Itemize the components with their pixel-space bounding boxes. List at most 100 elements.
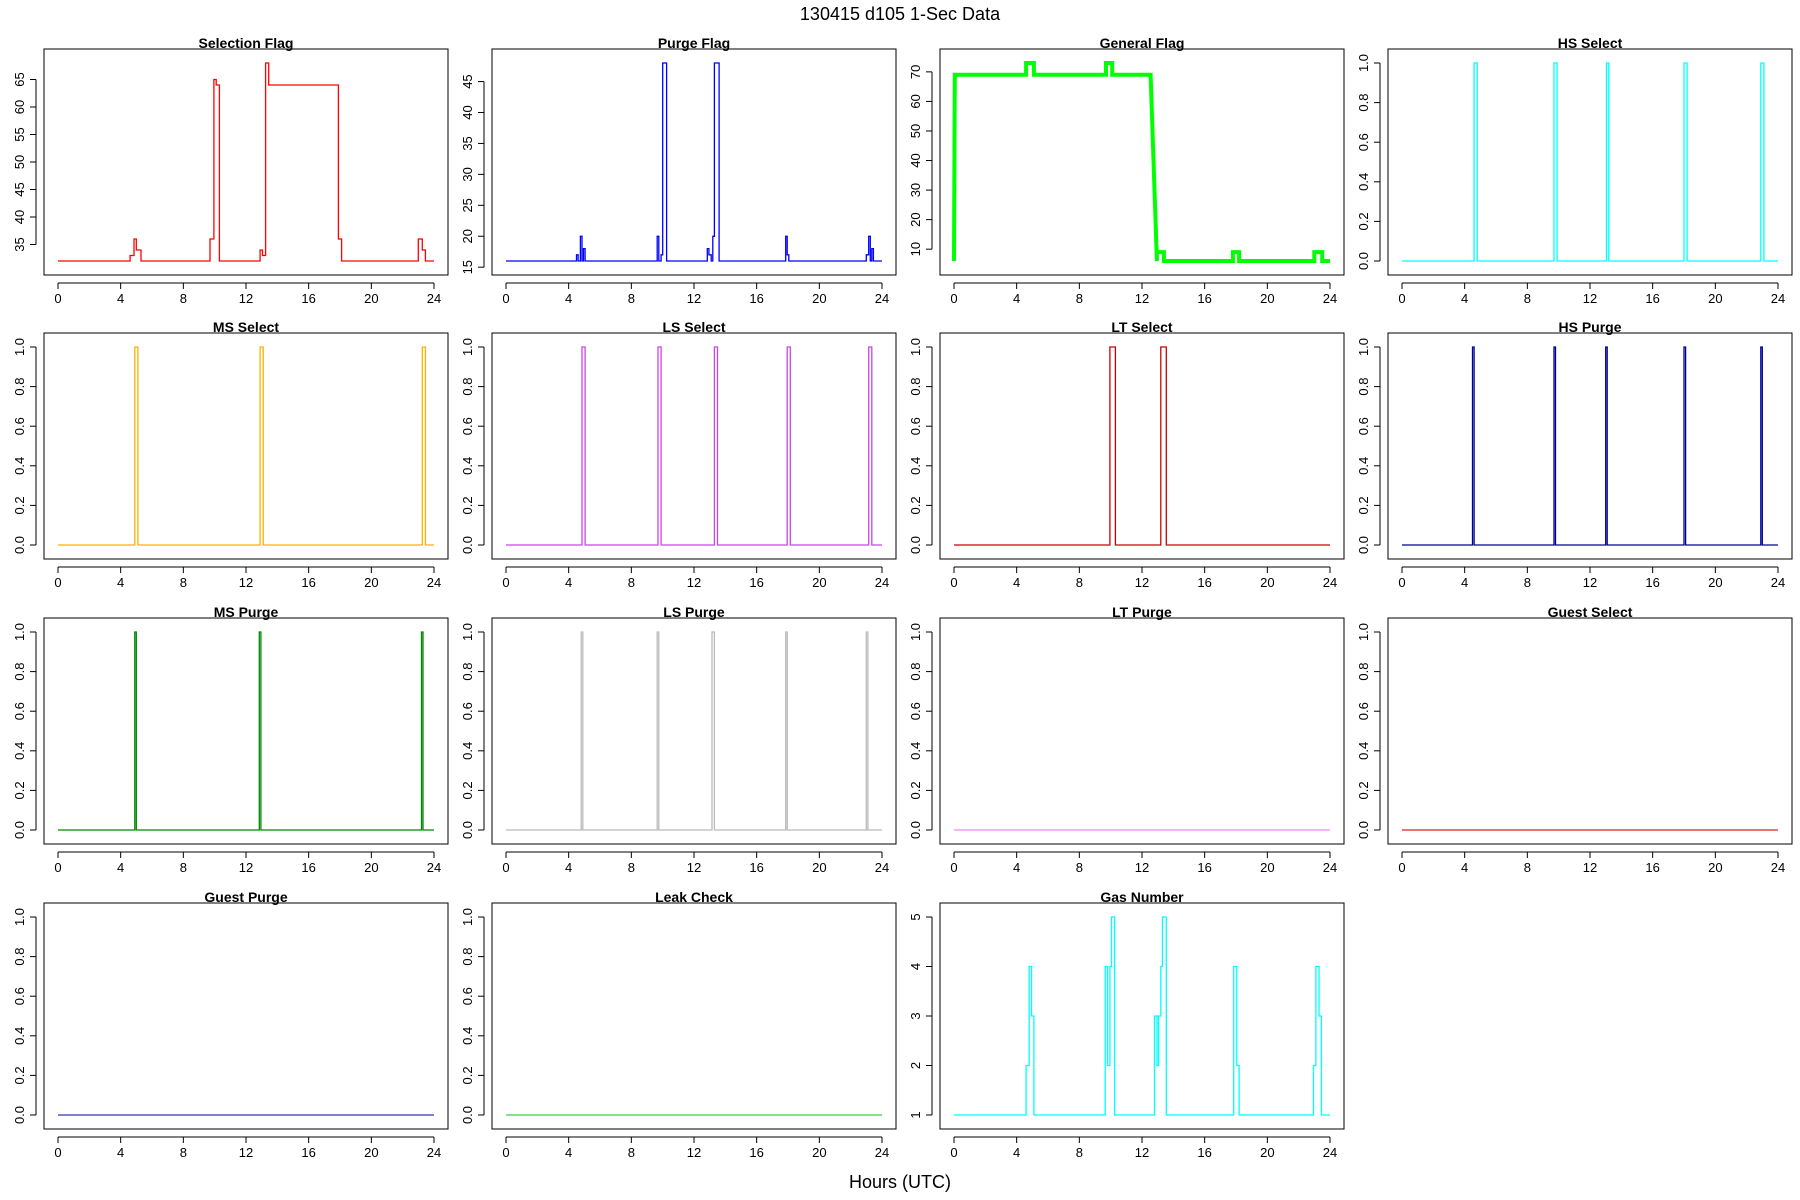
- x-tick-label: 4: [565, 1145, 572, 1160]
- x-axis-label: Hours (UTC): [849, 1172, 951, 1192]
- panel: Purge Flag 0 4 8 12 16 20 24 15 20 25 30 35 40 45: [460, 35, 897, 306]
- x-tick-label: 20: [1260, 575, 1274, 590]
- series-line: [954, 346, 1330, 546]
- x-tick-label: 0: [1398, 575, 1405, 590]
- y-tick-label: 0.6: [908, 702, 923, 720]
- y-tick-label: 40: [908, 153, 923, 167]
- x-tick-label: 0: [54, 1145, 61, 1160]
- series-line: [506, 346, 882, 546]
- panel-title: Gas Number: [1100, 889, 1184, 905]
- x-tick-label: 20: [364, 291, 378, 306]
- y-tick-label: 30: [908, 183, 923, 197]
- x-tick-label: 8: [180, 860, 187, 875]
- series-line: [952, 61, 1330, 263]
- y-tick-label: 0.2: [1356, 496, 1371, 514]
- x-tick-label: 8: [628, 860, 635, 875]
- panel: Guest Select 0 4 8 12 16 20 24 0.0 0.2 0.4 0.6 0.8 1.…: [1356, 604, 1793, 875]
- x-tick-label: 8: [1524, 860, 1531, 875]
- y-tick-label: 0.8: [1356, 94, 1371, 112]
- y-tick-label: 70: [908, 65, 923, 79]
- panel: LS Select 0 4 8 12 16 20 24 0.0 0.2 0.4 0.6 0.8 1.0: [460, 319, 897, 590]
- panel: Guest Purge 0 4 8 12 16 20 24 0.0 0.2 0.4 0.6 0.8 1.0: [12, 889, 449, 1160]
- y-tick-label: 5: [908, 913, 923, 920]
- y-tick-label: 0.0: [12, 1106, 27, 1124]
- y-tick-label: 0.8: [1356, 663, 1371, 681]
- x-tick-label: 4: [1461, 291, 1468, 306]
- y-tick-label: 0.4: [460, 742, 475, 760]
- x-tick-label: 24: [427, 575, 441, 590]
- x-tick-label: 20: [1708, 291, 1722, 306]
- x-tick-label: 0: [502, 1145, 509, 1160]
- y-tick-label: 0.8: [460, 378, 475, 396]
- plot-frame: [1387, 332, 1793, 560]
- y-tick-label: 0.6: [12, 702, 27, 720]
- y-tick-label: 0.0: [1356, 536, 1371, 554]
- series-line: [1402, 346, 1778, 546]
- panel: Selection Flag 0 4 8 12 16 20 24 35 40 45 50 55 60 65: [12, 35, 449, 306]
- panel-title: LT Select: [1111, 319, 1173, 335]
- y-tick-label: 0.2: [12, 496, 27, 514]
- x-tick-label: 16: [1197, 291, 1211, 306]
- x-tick-label: 20: [812, 860, 826, 875]
- y-tick-label: 4: [908, 963, 923, 970]
- y-tick-label: 0.2: [460, 1066, 475, 1084]
- panel: HS Select 0 4 8 12 16 20 24 0.0 0.2 0.4 0.6 0.8 1.0: [1356, 35, 1793, 306]
- y-tick-label: 20: [460, 229, 475, 243]
- series-line: [1402, 62, 1778, 262]
- x-tick-label: 4: [117, 1145, 124, 1160]
- x-tick-label: 0: [502, 575, 509, 590]
- panel: HS Purge 0 4 8 12 16 20 24 0.0 0.2 0.4 0.6 0.8 1.0: [1356, 319, 1793, 590]
- y-tick-label: 35: [12, 237, 27, 251]
- x-tick-label: 16: [1645, 860, 1659, 875]
- panel: LS Purge 0 4 8 12 16 20 24 0.0 0.2 0.4 0.6 0.8 1.0: [460, 604, 897, 875]
- y-tick-label: 0.2: [1356, 212, 1371, 230]
- y-tick-label: 0.2: [12, 781, 27, 799]
- y-tick-label: 0.0: [460, 1106, 475, 1124]
- y-tick-label: 40: [12, 210, 27, 224]
- x-tick-label: 20: [364, 860, 378, 875]
- x-tick-label: 24: [875, 1145, 889, 1160]
- y-tick-label: 35: [460, 136, 475, 150]
- y-tick-label: 0.4: [12, 457, 27, 475]
- y-tick-label: 0.4: [12, 742, 27, 760]
- x-tick-label: 8: [1076, 860, 1083, 875]
- x-tick-label: 20: [1260, 291, 1274, 306]
- x-tick-label: 12: [1583, 575, 1597, 590]
- x-tick-label: 8: [628, 291, 635, 306]
- x-tick-label: 0: [54, 291, 61, 306]
- panel-title: General Flag: [1100, 35, 1185, 51]
- x-tick-label: 12: [687, 575, 701, 590]
- x-tick-label: 4: [1013, 575, 1020, 590]
- panel-title: Selection Flag: [199, 35, 294, 51]
- x-tick-label: 12: [239, 575, 253, 590]
- x-tick-label: 12: [239, 1145, 253, 1160]
- x-tick-label: 8: [180, 291, 187, 306]
- y-tick-label: 1.0: [460, 623, 475, 641]
- y-tick-label: 1.0: [12, 908, 27, 926]
- y-tick-label: 0.6: [1356, 702, 1371, 720]
- series-line: [954, 916, 1330, 1116]
- plot-frame: [939, 48, 1345, 276]
- plot-frame: [43, 617, 449, 845]
- y-tick-label: 0.6: [12, 417, 27, 435]
- panel-title: LS Select: [662, 319, 725, 335]
- y-tick-label: 0.6: [460, 702, 475, 720]
- x-tick-label: 4: [565, 575, 572, 590]
- x-tick-label: 0: [950, 1145, 957, 1160]
- x-tick-label: 4: [117, 860, 124, 875]
- y-tick-label: 0.4: [908, 742, 923, 760]
- panel: MS Select 0 4 8 12 16 20 24 0.0 0.2 0.4 0.6 0.8 1.0: [12, 319, 449, 590]
- y-tick-label: 0.4: [1356, 742, 1371, 760]
- y-tick-label: 1: [908, 1111, 923, 1118]
- x-tick-label: 8: [1524, 575, 1531, 590]
- x-tick-label: 24: [1771, 291, 1785, 306]
- y-tick-label: 0.8: [12, 378, 27, 396]
- x-tick-label: 16: [301, 1145, 315, 1160]
- y-tick-label: 0.4: [12, 1027, 27, 1045]
- x-tick-label: 4: [117, 575, 124, 590]
- y-tick-label: 1.0: [908, 623, 923, 641]
- y-tick-label: 20: [908, 212, 923, 226]
